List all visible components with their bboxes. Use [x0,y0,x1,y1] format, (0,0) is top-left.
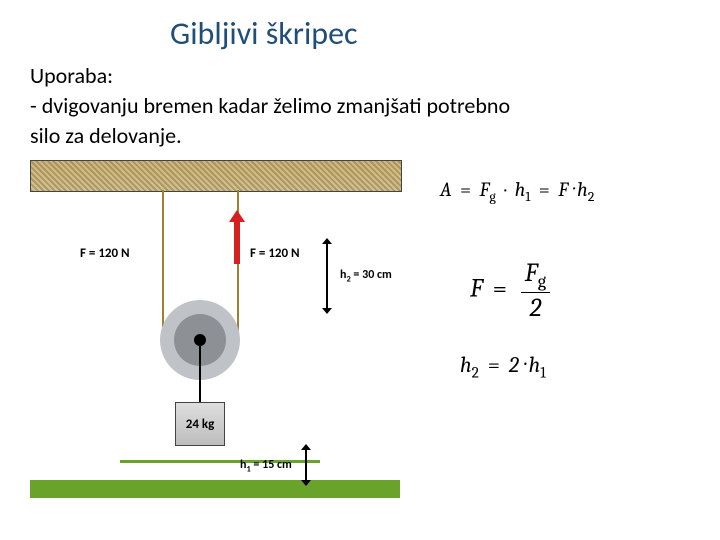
force-arrow [234,222,240,264]
dim-h1-arrow [305,450,307,480]
label-h2: h2 = 30 cm [340,268,392,284]
weight-label: 24 kg [186,417,215,432]
hook-line [199,346,201,402]
body-line-2: - dvigovanju bremen kadar želimo zmanjša… [30,92,510,119]
pulley-center [194,334,206,346]
ceiling-bar [30,160,402,192]
weight-box: 24 kg [175,402,225,446]
slide-title: Gibljivi škripec [170,14,358,53]
label-h1: h1 = 15 cm [240,458,292,474]
formula-force: F = Fg2 [470,258,554,323]
body-line-1: Uporaba: [30,62,113,89]
floor-bar [30,480,400,498]
formula-work: A = Fg · h1 = F · h2 [440,178,594,205]
rope-left [162,190,164,338]
label-f-left: F = 120 N [80,246,130,261]
formula-height: h2 = 2 · h1 [460,352,546,381]
pulley-diagram: 24 kg F = 120 N F = 120 N h2 = 30 cm h1 … [30,160,400,520]
label-f-right: F = 120 N [250,246,300,261]
dim-h2-arrow [326,244,328,308]
body-line-3: silo za delovanje. [30,122,182,149]
